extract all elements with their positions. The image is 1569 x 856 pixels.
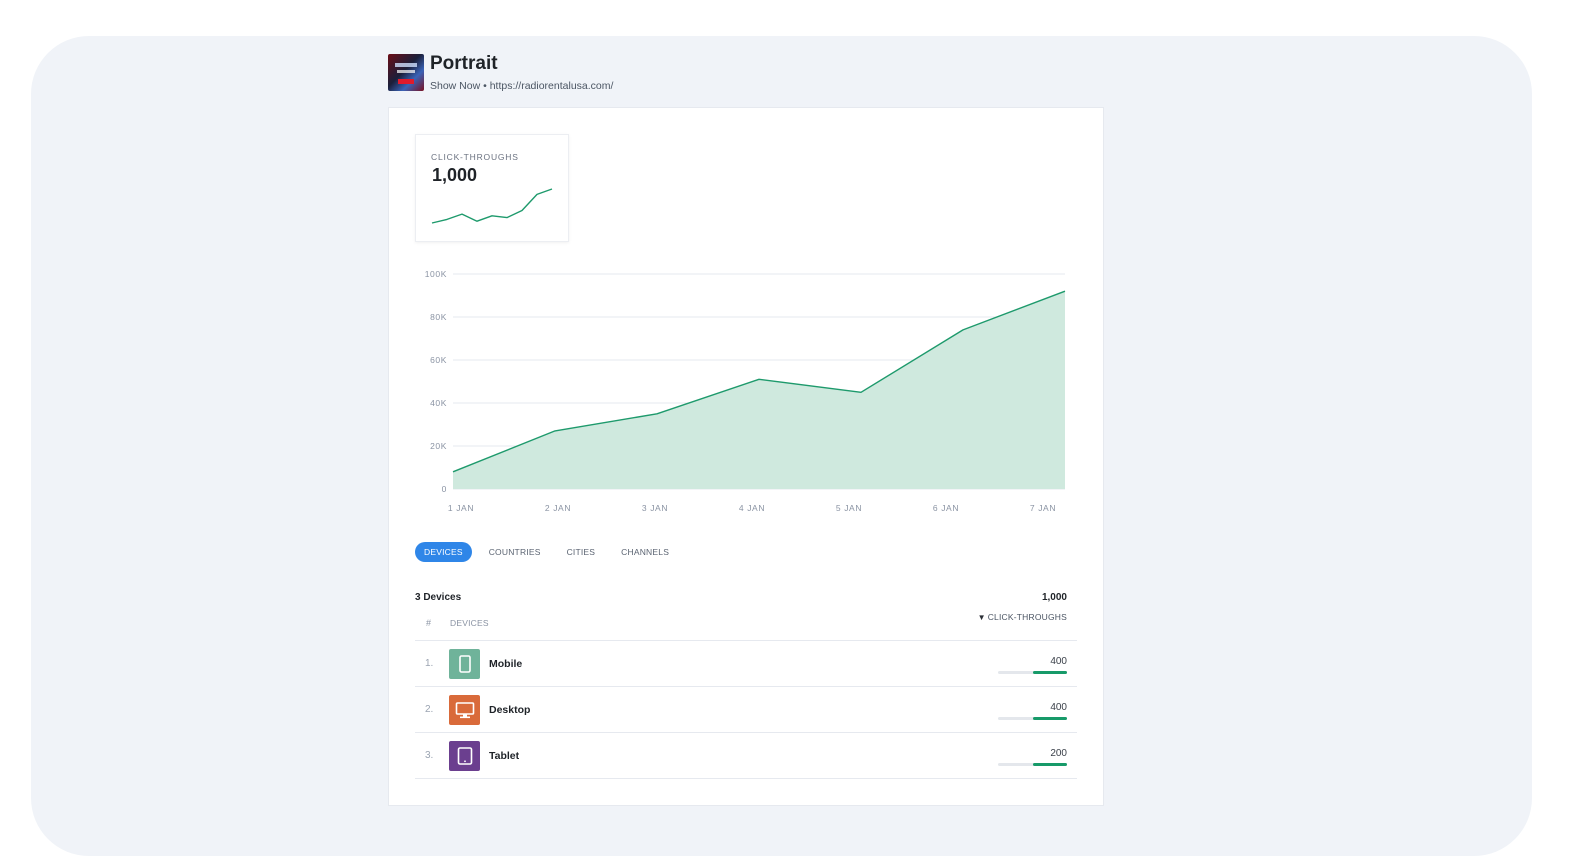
column-header-click-throughs-label: CLICK-THROUGHS — [988, 612, 1067, 622]
desktop-icon — [449, 695, 480, 725]
mobile-icon — [449, 649, 480, 679]
x-tick-label: 2 JAN — [545, 503, 571, 513]
row-share-bar — [998, 763, 1067, 766]
column-header-click-throughs[interactable]: ▼CLICK-THROUGHS — [978, 612, 1067, 622]
page-subtitle: Show Now • https://radiorentalusa.com/ — [430, 80, 613, 92]
y-tick-label: 60K — [430, 355, 447, 365]
y-tick-label: 100K — [425, 269, 447, 279]
row-label: Mobile — [489, 658, 522, 670]
x-tick-label: 4 JAN — [739, 503, 765, 513]
analytics-card: CLICK-THROUGHS 1,000 0 20K 40K 60K 80K 100K 1… — [388, 107, 1104, 806]
table-row[interactable]: 3. Tablet 200 — [415, 733, 1077, 779]
campaign-header: Portrait Show Now • https://radiorentalu… — [388, 54, 613, 92]
tablet-icon — [449, 741, 480, 771]
kpi-value: 1,000 — [432, 165, 477, 186]
column-header-rank: # — [426, 618, 431, 628]
row-value: 400 — [1050, 656, 1067, 667]
tab-countries[interactable]: COUNTRIES — [480, 542, 550, 562]
kpi-label: CLICK-THROUGHS — [431, 152, 519, 162]
row-share-bar — [998, 671, 1067, 674]
x-tick-label: 7 JAN — [1030, 503, 1056, 513]
y-tick-label: 40K — [430, 398, 447, 408]
row-value: 200 — [1050, 748, 1067, 759]
breakdown-tabs: DEVICES COUNTRIES CITIES CHANNELS — [415, 542, 686, 562]
sort-desc-icon: ▼ — [978, 613, 986, 622]
row-label: Tablet — [489, 750, 519, 762]
devices-count: 3 Devices — [415, 592, 461, 603]
row-rank: 3. — [425, 750, 433, 761]
table-row[interactable]: 1. Mobile 400 — [415, 641, 1077, 687]
page-title: Portrait — [430, 54, 613, 74]
x-tick-label: 5 JAN — [836, 503, 862, 513]
tab-channels[interactable]: CHANNELS — [612, 542, 678, 562]
click-throughs-area-chart: 0 20K 40K 60K 80K 100K 1 JAN 2 JAN 3 JAN 4 JAN 5 … — [415, 268, 1075, 518]
row-share-bar — [998, 717, 1067, 720]
x-tick-label: 3 JAN — [642, 503, 668, 513]
kpi-sparkline — [430, 185, 556, 231]
row-share-fill — [1033, 763, 1068, 766]
campaign-thumbnail — [388, 54, 424, 91]
total-click-throughs: 1,000 — [1042, 592, 1067, 603]
y-tick-label: 20K — [430, 441, 447, 451]
tab-cities[interactable]: CITIES — [558, 542, 605, 562]
tab-devices[interactable]: DEVICES — [415, 542, 472, 562]
x-tick-label: 6 JAN — [933, 503, 959, 513]
row-rank: 2. — [425, 704, 433, 715]
y-tick-label: 0 — [442, 484, 447, 494]
y-tick-label: 80K — [430, 312, 447, 322]
column-header-devices: DEVICES — [450, 618, 489, 628]
x-tick-label: 1 JAN — [448, 503, 474, 513]
chart-area — [453, 291, 1065, 489]
devices-table: 1. Mobile 400 2. Desktop 400 3. Tablet 2… — [415, 640, 1077, 779]
row-value: 400 — [1050, 702, 1067, 713]
row-share-fill — [1033, 671, 1068, 674]
row-rank: 1. — [425, 658, 433, 669]
row-label: Desktop — [489, 704, 530, 716]
kpi-card[interactable]: CLICK-THROUGHS 1,000 — [415, 134, 569, 242]
row-share-fill — [1033, 717, 1068, 720]
table-row[interactable]: 2. Desktop 400 — [415, 687, 1077, 733]
